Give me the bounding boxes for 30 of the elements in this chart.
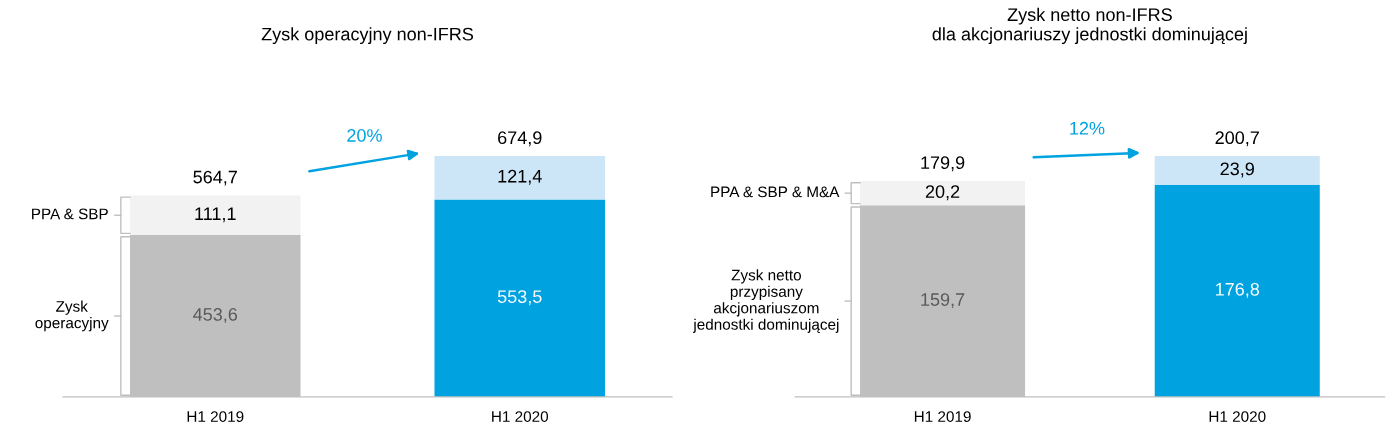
- data-label: 553,5: [497, 290, 542, 306]
- chart-title: Zysk netto non-IFRS dla akcjonariuszy jednostki dominującej: [932, 7, 1247, 45]
- text: 12%: [1070, 121, 1105, 135]
- annotation: Zysk operacyjny: [35, 300, 109, 332]
- text: 20%: [347, 129, 382, 142]
- data-label: 23,9: [1220, 162, 1254, 178]
- x-tick-label: H1 2020: [1209, 411, 1266, 422]
- data-label: 111,1: [195, 207, 236, 223]
- annotation: PPA & SBP & M&A: [711, 186, 840, 198]
- x-tick-label: H1 2020: [492, 411, 549, 422]
- chart-title: Zysk operacyjny non-IFRS: [261, 27, 474, 45]
- total-label: 564,7: [193, 170, 237, 186]
- total-label: 200,7: [1215, 131, 1259, 147]
- data-label: 20,2: [925, 185, 960, 201]
- bar: [129, 195, 301, 236]
- bar: [860, 181, 1026, 206]
- bar: [434, 156, 606, 200]
- x-tick-label: H1 2019: [914, 411, 971, 422]
- total-label: 179,9: [921, 156, 965, 172]
- annotation: Zysk netto przypisany akcjonariuszom jednostki dominującej: [692, 269, 839, 333]
- data-label: 159,7: [921, 293, 965, 309]
- data-label: 176,8: [1216, 282, 1260, 298]
- x-tick-label: H1 2019: [187, 411, 244, 422]
- bar: [434, 199, 606, 397]
- bar: [1154, 156, 1320, 185]
- data-label: 121,4: [498, 169, 542, 185]
- bar: [1154, 184, 1320, 397]
- data-label: 453,6: [193, 308, 238, 323]
- total-label: 674,9: [498, 131, 542, 147]
- annotation: PPA & SBP: [32, 208, 108, 220]
